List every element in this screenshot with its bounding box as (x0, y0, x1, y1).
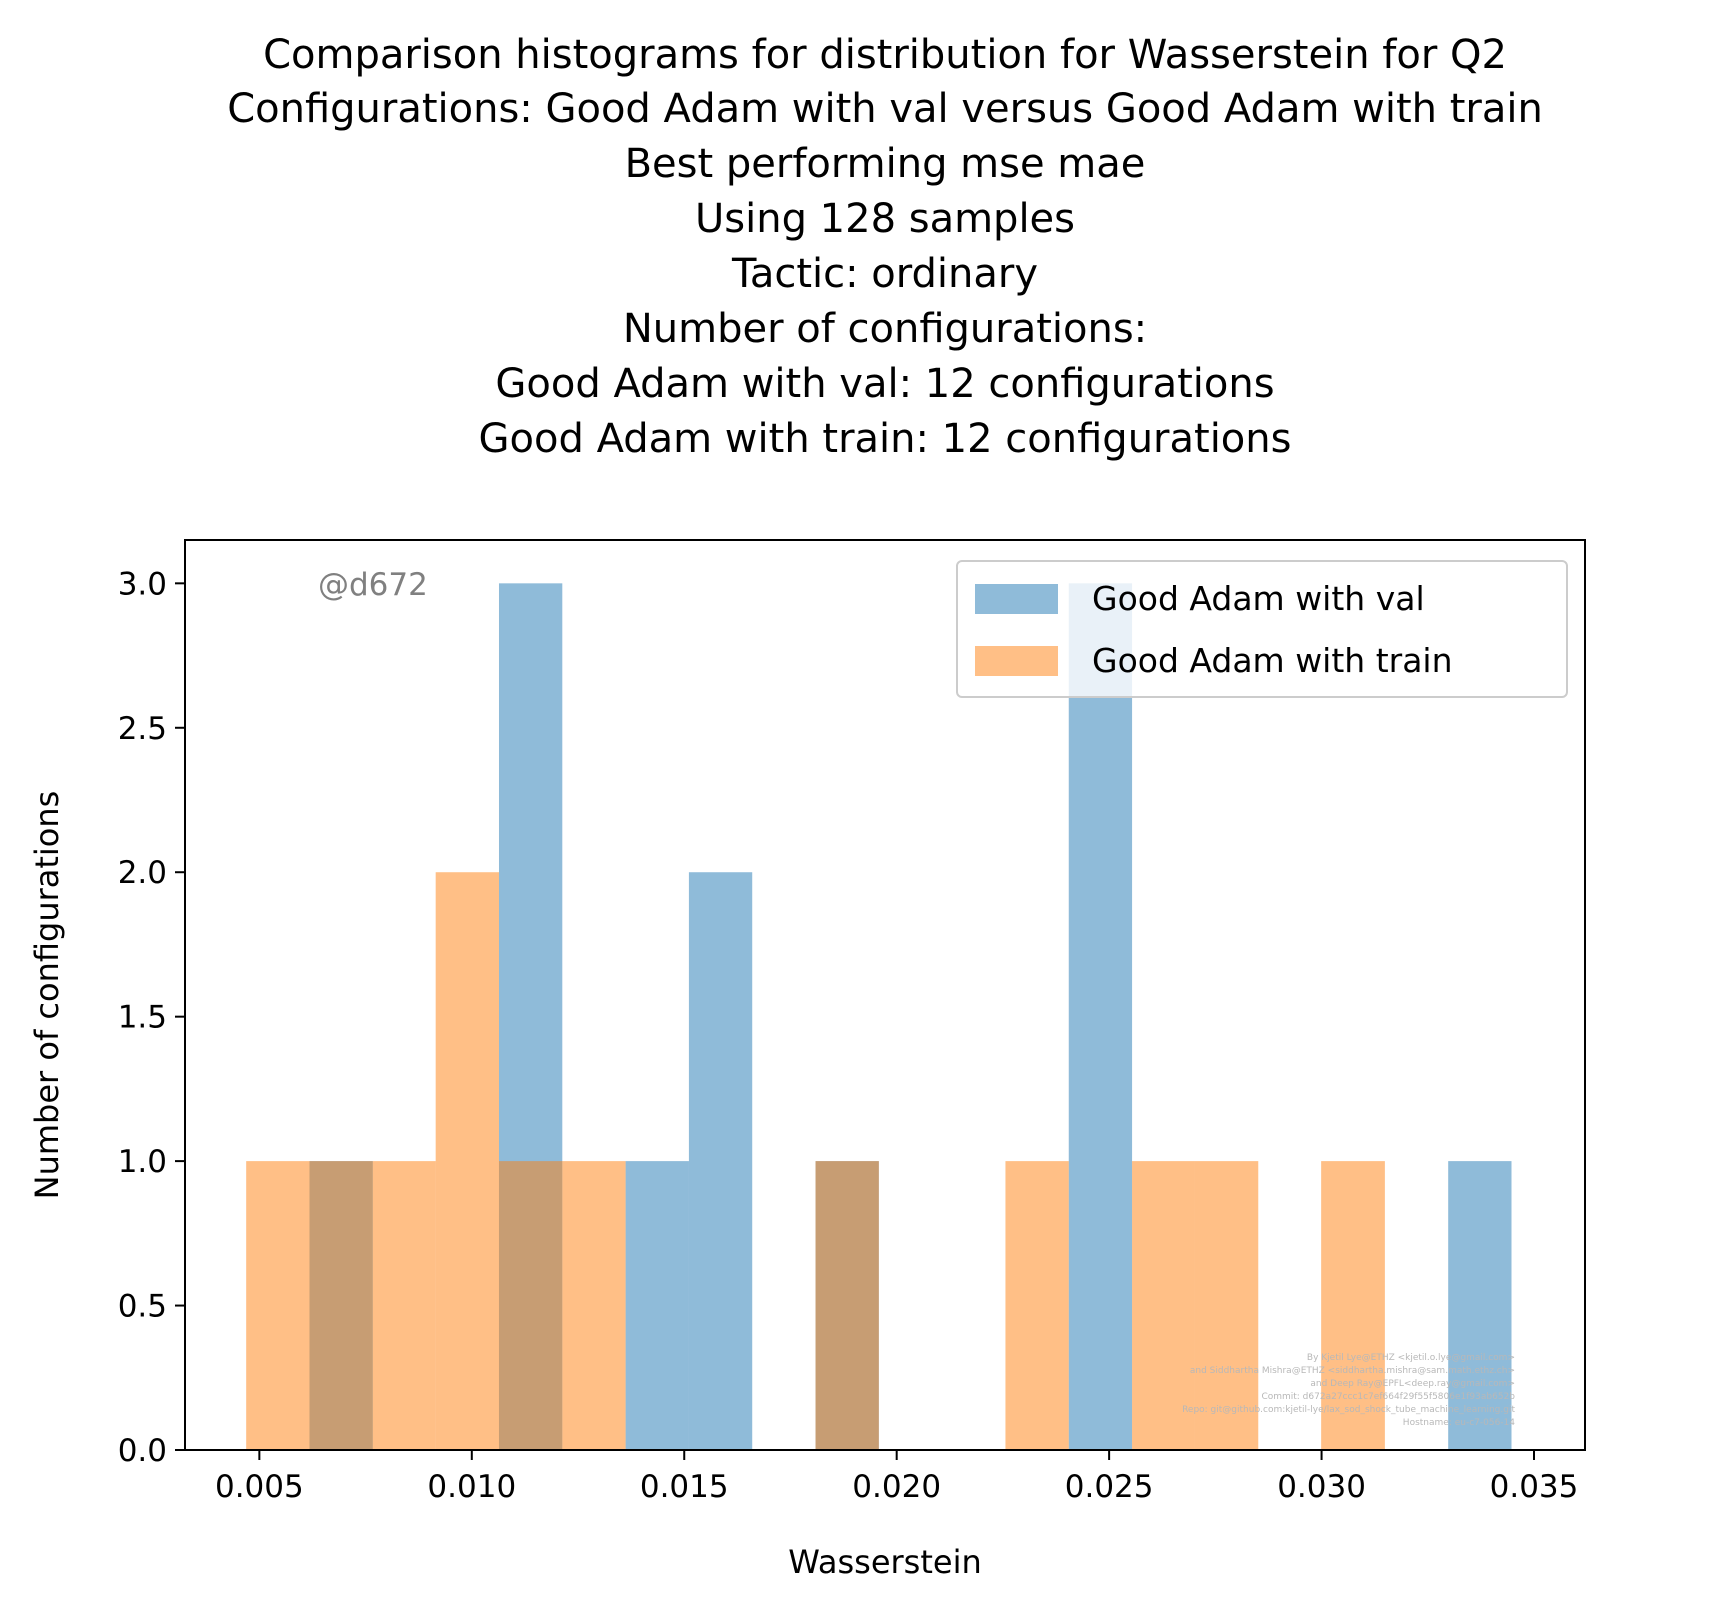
y-tick-label-3: 1.0 (118, 1144, 167, 1180)
title-line-8: Good Adam with train: 12 configurations (479, 416, 1292, 462)
y-tick-label-4: 1.5 (118, 1000, 167, 1036)
title-line-6: Number of configurations: (623, 306, 1147, 352)
credit-line-1: By Kjetil Lye@ETHZ <kjetil.o.lye@gmail.c… (1307, 1353, 1515, 1363)
histogram-bars (246, 583, 1512, 1450)
x-tick-label-4: 0.020 (852, 1469, 941, 1505)
credit-line-5: Repo: git@github.com:kjetil-lye/lax_sod_… (1182, 1405, 1515, 1415)
train-bar-4 (435, 872, 499, 1450)
train-bar-11 (1321, 1161, 1385, 1450)
legend: Good Adam with val Good Adam with train (956, 560, 1568, 698)
y-axis-ticks: 0.0 0.5 1.0 1.5 2.0 2.5 3.0 (118, 566, 185, 1469)
credit-line-3: and Deep Ray@EPFL<deep.ray@gmail.com> (1310, 1379, 1515, 1389)
credit-line-6: Hostname: eu-c7-056-14 (1403, 1418, 1515, 1428)
x-tick-label-1: 0.005 (215, 1469, 304, 1505)
val-bar-6 (1068, 583, 1133, 1450)
val-bar-7 (1448, 1161, 1512, 1450)
train-bar-10 (1194, 1161, 1259, 1450)
val-bar-3 (625, 1161, 689, 1450)
watermark-text: @d672 (318, 567, 428, 603)
train-bar-9 (1132, 1161, 1195, 1450)
x-axis-label: Wasserstein (788, 1543, 981, 1581)
title-line-5: Tactic: ordinary (731, 251, 1038, 297)
legend-label-val: Good Adam with val (1092, 579, 1425, 618)
x-axis-ticks: 0.005 0.010 0.015 0.020 0.025 0.030 0.035 (215, 1450, 1578, 1505)
credits-block: By Kjetil Lye@ETHZ <kjetil.o.lye@gmail.c… (1182, 1353, 1515, 1428)
plot-area-frame (184, 539, 1586, 1451)
y-tick-label-7: 3.0 (118, 566, 167, 602)
y-axis-label: Number of configurations (28, 791, 66, 1200)
legend-swatch-train (975, 646, 1058, 676)
train-bar-8 (1005, 1161, 1069, 1450)
legend-label-train: Good Adam with train (1092, 641, 1453, 680)
chart-title: Comparison histograms for distribution f… (227, 32, 1543, 462)
x-tick-label-6: 0.030 (1277, 1469, 1366, 1505)
title-line-4: Using 128 samples (695, 196, 1075, 242)
x-tick-label-7: 0.035 (1490, 1469, 1579, 1505)
y-tick-label-6: 2.5 (118, 711, 167, 747)
y-tick-label-2: 0.5 (118, 1289, 167, 1325)
train-bar-5 (498, 1161, 563, 1450)
credit-line-2: and Siddhartha Mishra@ETHZ <siddhartha.m… (1190, 1366, 1515, 1376)
legend-frame (956, 560, 1568, 698)
train-bar-3 (372, 1161, 436, 1450)
credit-line-4: Commit: d672a27ccc1c7ef664f29f55f5806e1f… (1261, 1392, 1515, 1402)
train-bar-7 (815, 1161, 879, 1450)
title-line-7: Good Adam with val: 12 configurations (495, 361, 1274, 407)
x-tick-label-2: 0.010 (427, 1469, 516, 1505)
train-bar-2 (309, 1161, 373, 1450)
title-line-1: Comparison histograms for distribution f… (263, 32, 1507, 78)
x-tick-label-3: 0.015 (640, 1469, 729, 1505)
x-tick-label-5: 0.025 (1065, 1469, 1154, 1505)
y-tick-label-1: 0.0 (118, 1433, 167, 1469)
title-line-3: Best performing mse mae (625, 141, 1146, 187)
train-bar-1 (246, 1161, 310, 1450)
y-tick-label-5: 2.0 (118, 855, 167, 891)
legend-swatch-val (975, 584, 1058, 614)
train-bar-6 (562, 1161, 626, 1450)
val-bar-4 (688, 872, 753, 1450)
title-line-2: Configurations: Good Adam with val versu… (227, 86, 1543, 132)
